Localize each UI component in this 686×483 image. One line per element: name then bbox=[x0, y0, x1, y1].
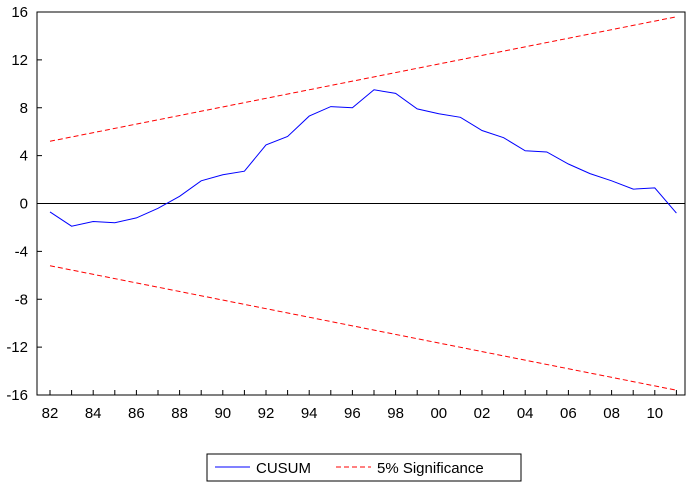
x-tick-label: 08 bbox=[603, 405, 620, 422]
x-tick-label: 94 bbox=[301, 405, 318, 422]
y-tick-label: -4 bbox=[15, 243, 28, 260]
y-tick-label: -8 bbox=[15, 291, 28, 308]
legend-cusum-label: CUSUM bbox=[256, 460, 311, 477]
y-tick-label: 4 bbox=[20, 148, 28, 165]
x-tick-label: 04 bbox=[517, 405, 534, 422]
cusum-line bbox=[49, 89, 677, 227]
x-tick-label: 84 bbox=[85, 405, 102, 422]
x-tick-label: 96 bbox=[344, 405, 361, 422]
legend-significance-label: 5% Significance bbox=[377, 460, 484, 477]
x-tick-label: 98 bbox=[387, 405, 404, 422]
x-tick-label: 02 bbox=[474, 405, 491, 422]
series-layer bbox=[49, 16, 677, 391]
significance-upper-line bbox=[49, 16, 677, 142]
x-tick-label: 10 bbox=[646, 405, 663, 422]
x-tick-label: 06 bbox=[560, 405, 577, 422]
y-tick-label: 12 bbox=[11, 52, 28, 69]
x-tick-label: 82 bbox=[42, 405, 59, 422]
significance-lower-line bbox=[49, 265, 677, 391]
x-tick-label: 86 bbox=[128, 405, 145, 422]
x-tick-label: 90 bbox=[214, 405, 231, 422]
x-axis-ticks: 82 84 86 88 90 92 94 96 98 00 02 04 06 08 10 bbox=[42, 390, 677, 422]
y-tick-label: 0 bbox=[20, 196, 28, 213]
y-tick-label: 16 bbox=[11, 4, 28, 21]
x-tick-label: 92 bbox=[258, 405, 275, 422]
y-tick-label: 8 bbox=[20, 100, 28, 117]
legend: CUSUM 5% Significance bbox=[206, 453, 522, 482]
y-tick-label: -16 bbox=[6, 387, 28, 404]
x-tick-label: 88 bbox=[171, 405, 188, 422]
x-tick-label: 00 bbox=[430, 405, 447, 422]
y-tick-label: -12 bbox=[6, 339, 28, 356]
